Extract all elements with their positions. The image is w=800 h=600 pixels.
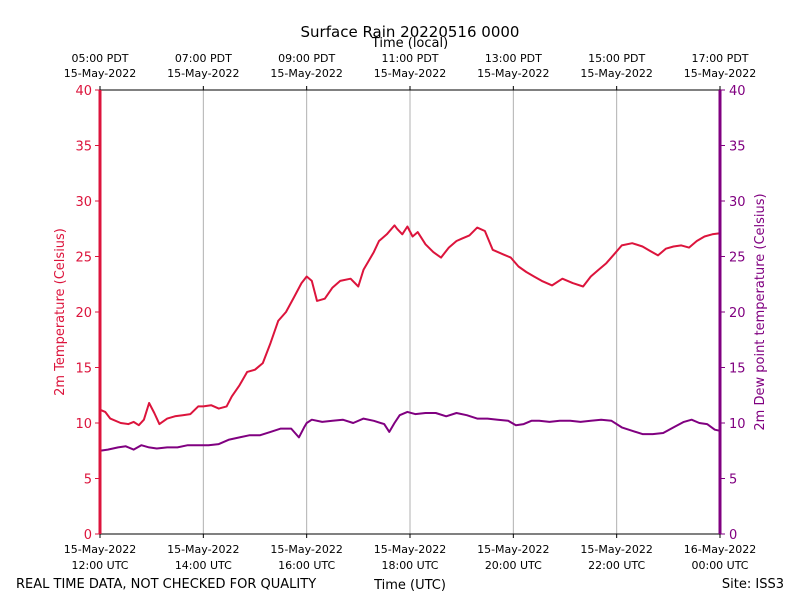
y-tick-label-right-7: 35 [729,140,746,155]
top-tick-label-time-0: 05:00 PDT [71,52,128,65]
x-tick-label-time-2: 16:00 UTC [278,559,335,572]
top-tick-label-time-2: 09:00 PDT [278,52,335,65]
x-tick-label-date-0: 15-May-2022 [64,543,136,556]
top-tick-label-date-5: 15-May-2022 [580,67,652,80]
x-ticks: 15-May-2022 12:00 UTC 15-May-2022 14:00 UTC… [64,52,756,572]
x-tick-label-time-6: 00:00 UTC [691,559,748,572]
top-tick-label-date-3: 15-May-2022 [374,67,446,80]
x-axis-label: Time (UTC) [373,578,446,593]
x-tick-label-date-3: 15-May-2022 [374,543,446,556]
y-tick-label-right-4: 20 [729,306,746,321]
x-tick-label-time-1: 14:00 UTC [175,559,232,572]
y-tick-label-left-5: 25 [75,251,92,266]
y-axis-label-right: 2m Dew point temperature (Celsius) [753,193,768,430]
y-tick-label-right-8: 40 [729,84,746,99]
top-tick-label-time-6: 17:00 PDT [691,52,748,65]
y-tick-label-right-0: 0 [729,528,737,543]
x-tick-label-date-2: 15-May-2022 [270,543,342,556]
top-tick-label-time-4: 13:00 PDT [485,52,542,65]
y-tick-label-left-1: 5 [84,473,92,488]
x-tick-label-time-5: 22:00 UTC [588,559,645,572]
top-tick-label-time-3: 11:00 PDT [381,52,438,65]
y-tick-label-right-6: 30 [729,195,746,210]
top-tick-label-date-4: 15-May-2022 [477,67,549,80]
y-ticks: 0 0 5 5 10 10 15 15 20 20 25 25 30 30 35 35 40 40 [75,84,745,543]
y-axis-label-left: 2m Temperature (Celsius) [53,228,68,396]
x-tick-label-date-5: 15-May-2022 [580,543,652,556]
footer-disclaimer: REAL TIME DATA, NOT CHECKED FOR QUALITY [16,577,316,592]
top-tick-label-time-1: 07:00 PDT [175,52,232,65]
top-tick-label-date-6: 15-May-2022 [684,67,756,80]
y-tick-label-right-5: 25 [729,251,746,266]
y-tick-label-left-6: 30 [75,195,92,210]
dewpoint-line [99,410,721,452]
series-layer [99,224,721,452]
x-tick-label-time-3: 18:00 UTC [381,559,438,572]
temperature-line [99,224,721,427]
x-tick-label-date-4: 15-May-2022 [477,543,549,556]
y-tick-label-right-3: 15 [729,362,746,377]
top-tick-label-date-0: 15-May-2022 [64,67,136,80]
y-tick-label-left-7: 35 [75,140,92,155]
y-tick-label-left-3: 15 [75,362,92,377]
top-tick-label-time-5: 15:00 PDT [588,52,645,65]
y-tick-label-right-1: 5 [729,473,737,488]
x-tick-label-date-1: 15-May-2022 [167,543,239,556]
top-tick-label-date-2: 15-May-2022 [270,67,342,80]
top-axis-label: Time (local) [371,36,448,51]
chart-title: Surface Rain 20220516 0000 [301,23,520,41]
y-tick-label-left-8: 40 [75,84,92,99]
y-tick-label-right-2: 10 [729,417,746,432]
y-tick-label-left-0: 0 [84,528,92,543]
grid-lines [202,90,618,534]
y-tick-label-left-4: 20 [75,306,92,321]
footer-site: Site: ISS3 [722,577,784,592]
x-tick-label-date-6: 16-May-2022 [684,543,756,556]
x-tick-label-time-4: 20:00 UTC [485,559,542,572]
x-tick-label-time-0: 12:00 UTC [71,559,128,572]
y-tick-label-left-2: 10 [75,417,92,432]
top-tick-label-date-1: 15-May-2022 [167,67,239,80]
